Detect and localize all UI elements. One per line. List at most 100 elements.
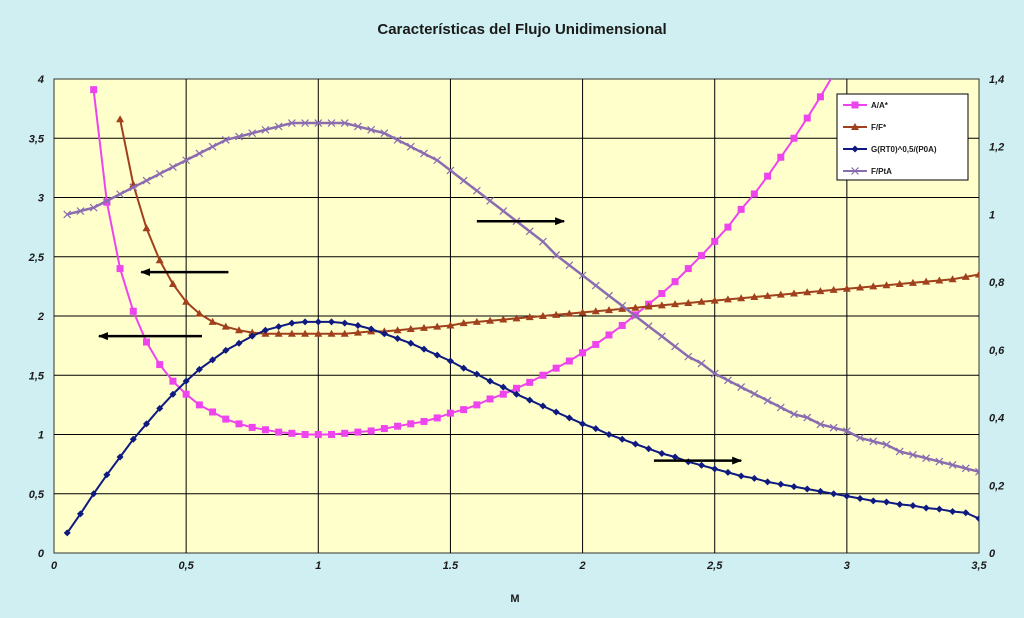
data-point [486, 395, 494, 403]
data-point [961, 464, 970, 473]
data-point [764, 478, 772, 486]
data-point [856, 433, 864, 442]
data-point [710, 296, 719, 304]
data-point [829, 285, 838, 293]
y2-tick-label: 0,6 [989, 345, 1005, 357]
data-point [697, 359, 706, 368]
data-point [473, 401, 481, 409]
x-tick-label: 3,5 [971, 560, 987, 572]
data-point [790, 483, 798, 491]
data-point [552, 364, 560, 372]
data-point [790, 134, 798, 142]
data-point [446, 357, 454, 365]
data-point [116, 115, 125, 123]
data-point [143, 420, 150, 428]
data-point [208, 317, 217, 325]
data-point [882, 281, 891, 289]
data-point [354, 321, 362, 329]
data-point [288, 429, 296, 437]
data-point [816, 287, 825, 295]
data-point [76, 207, 85, 215]
data-point [209, 356, 217, 364]
data-point [803, 413, 812, 422]
data-point [816, 93, 824, 101]
data-point [116, 265, 124, 273]
data-point [658, 449, 666, 457]
data-point [367, 125, 376, 134]
data-point [460, 364, 468, 372]
series-line [119, 119, 979, 335]
data-point [525, 227, 534, 236]
data-point [657, 301, 666, 309]
data-point [896, 500, 904, 508]
data-point [552, 408, 560, 416]
data-point [446, 409, 454, 417]
x-tick-label: 1.5 [443, 560, 459, 572]
data-point [909, 450, 917, 459]
legend-box [836, 93, 969, 181]
gridlines [54, 79, 979, 553]
data-point [671, 342, 679, 351]
data-point [433, 414, 441, 422]
data-point [142, 224, 151, 232]
x-axis-label: M [510, 593, 519, 605]
data-point [89, 203, 98, 212]
data-point [446, 166, 455, 175]
y2-tick-label: 0,8 [989, 277, 1005, 289]
data-point [842, 427, 851, 436]
data-point [763, 291, 772, 299]
data-point [591, 281, 600, 290]
series-2 [63, 318, 979, 537]
y2-tick-label: 0,2 [989, 480, 1004, 492]
data-point [724, 376, 732, 385]
data-point [869, 437, 878, 446]
data-point [235, 420, 243, 428]
data-point [472, 186, 481, 195]
data-point [182, 297, 191, 305]
data-point [737, 472, 745, 480]
data-point [618, 304, 627, 312]
data-point [221, 322, 230, 330]
data-point [565, 261, 574, 270]
data-point [155, 256, 164, 264]
data-point [710, 369, 719, 378]
data-point [975, 270, 979, 278]
data-point [102, 196, 111, 205]
data-point [486, 377, 494, 385]
data-point [803, 114, 811, 122]
data-point [248, 332, 256, 340]
data-point [328, 318, 335, 326]
data-point [420, 149, 428, 158]
data-point [526, 396, 534, 404]
annotation-arrows [97, 217, 743, 465]
data-point [380, 425, 388, 433]
data-point [90, 86, 98, 94]
data-point [605, 291, 613, 300]
data-point [156, 404, 164, 412]
data-point [301, 431, 309, 438]
data-point [565, 414, 573, 422]
data-point [935, 457, 944, 466]
data-point [248, 129, 257, 138]
data-point [407, 339, 415, 347]
data-point [143, 338, 150, 346]
data-point [538, 312, 547, 319]
legend-swatch-marker [851, 145, 859, 153]
y2-tick-label: 1,2 [989, 142, 1004, 154]
data-point [275, 428, 283, 436]
data-point [513, 390, 520, 398]
data-point [790, 289, 798, 297]
y-tick-label: 3 [38, 193, 44, 205]
data-point [592, 425, 600, 433]
series-group [63, 79, 979, 537]
legend-label: G(RT0)^0,5/(P0A) [871, 145, 937, 154]
data-point [327, 119, 336, 127]
x-tick-label: 0,5 [178, 560, 194, 572]
data-point [169, 390, 177, 398]
y-tick-label: 2 [37, 311, 44, 323]
data-point [750, 474, 758, 482]
data-point [776, 403, 785, 412]
legend-swatch-marker [851, 167, 859, 175]
x-tick-label: 2 [579, 560, 586, 572]
